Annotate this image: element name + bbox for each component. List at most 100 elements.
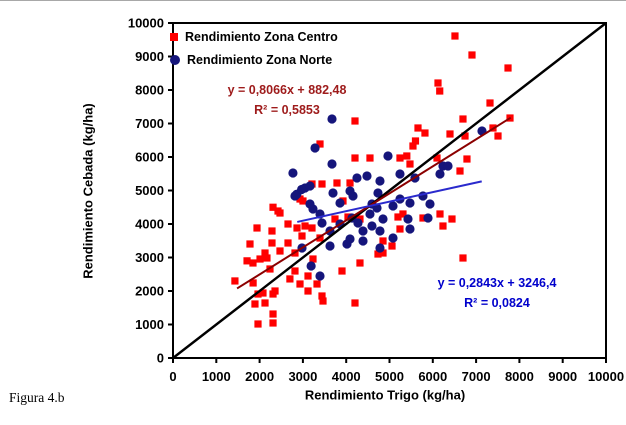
data-point-centro (409, 142, 417, 150)
data-point-centro (448, 215, 456, 223)
data-point-centro (269, 319, 277, 327)
data-point-norte (388, 233, 398, 243)
legend: Rendimiento Zona Centro Rendimiento Zona… (170, 25, 338, 71)
square-marker-icon (170, 32, 178, 41)
data-point-norte (310, 143, 320, 153)
data-point-centro (419, 214, 427, 222)
data-point-centro (254, 290, 262, 298)
data-point-norte (306, 261, 316, 271)
data-point-centro (263, 254, 271, 262)
y-tick-label: 4000 (135, 217, 164, 232)
data-point-centro (456, 167, 464, 175)
data-point-norte (353, 218, 363, 228)
y-tick-label: 9000 (135, 49, 164, 64)
data-point-centro (338, 267, 346, 275)
data-point-centro (356, 259, 364, 267)
data-point-centro (308, 224, 316, 232)
norte-equation-line: y = 0,2843x + 3246,4 (437, 276, 557, 290)
y-axis-title: Rendimiento Cebada (kg/ha) (80, 103, 96, 279)
data-point-centro (318, 292, 326, 300)
figure-caption: Figura 4.b (9, 390, 65, 405)
data-point-norte (305, 181, 315, 191)
data-point-centro (284, 239, 292, 247)
y-tick-label: 6000 (135, 150, 164, 165)
data-point-norte (352, 173, 362, 183)
x-tick-label: 9000 (548, 369, 577, 384)
data-point-norte (348, 191, 358, 201)
identity-line (172, 22, 607, 359)
data-point-centro (301, 222, 309, 230)
data-point-centro (468, 51, 476, 59)
x-tick-label: 10000 (588, 369, 624, 384)
data-point-centro (269, 203, 277, 211)
data-point-centro (436, 87, 444, 95)
data-point-centro (374, 250, 382, 258)
x-axis-title: Rendimiento Trigo (kg/ha) (304, 387, 466, 403)
legend-item-norte: Rendimiento Zona Norte (170, 48, 338, 71)
data-point-centro (351, 117, 359, 125)
data-point-norte (375, 243, 385, 253)
data-point-norte (405, 198, 415, 208)
x-tick-label: 6000 (418, 369, 447, 384)
data-point-centro (414, 124, 422, 132)
data-point-centro (293, 224, 301, 232)
data-point-norte (315, 271, 325, 281)
data-point-centro (403, 152, 411, 160)
x-tick-label: 7000 (462, 369, 491, 384)
data-point-norte (405, 224, 415, 234)
data-point-centro (284, 220, 292, 228)
data-point-norte (308, 204, 318, 214)
norte-trend-equation: y = 0,2843x + 3246,4 R² = 0,0824 (422, 273, 572, 313)
trend-centro (236, 116, 512, 290)
data-point-centro (254, 320, 262, 328)
data-point-centro (396, 154, 404, 162)
data-point-centro (351, 154, 359, 162)
data-point-centro (316, 234, 324, 242)
data-point-centro (421, 129, 429, 137)
data-point-norte (358, 226, 368, 236)
data-point-centro (331, 215, 339, 223)
y-tick-label: 5000 (135, 183, 164, 198)
data-point-centro (268, 227, 276, 235)
data-point-centro (346, 179, 354, 187)
data-point-centro (296, 280, 304, 288)
y-tick-label: 7000 (135, 116, 164, 131)
data-point-norte (423, 213, 433, 223)
data-point-centro (298, 232, 306, 240)
centro-r2-line: R² = 0,5853 (254, 103, 320, 117)
x-tick-label: 4000 (332, 369, 361, 384)
data-point-centro (313, 280, 321, 288)
y-tick-label: 1000 (135, 317, 164, 332)
data-point-centro (459, 115, 467, 123)
data-point-centro (504, 64, 512, 72)
data-point-norte (365, 209, 375, 219)
data-point-norte (335, 198, 345, 208)
legend-label-centro: Rendimiento Zona Centro (185, 29, 338, 44)
data-point-centro (319, 297, 327, 305)
x-tick-label: 1000 (202, 369, 231, 384)
x-tick-label: 8000 (505, 369, 534, 384)
data-point-centro (259, 289, 267, 297)
data-point-centro (261, 299, 269, 307)
norte-r2-line: R² = 0,0824 (464, 296, 530, 310)
data-point-centro (243, 257, 251, 265)
x-tick-label: 2000 (245, 369, 274, 384)
data-point-norte (435, 169, 445, 179)
data-point-norte (373, 188, 383, 198)
centro-trend-equation: y = 0,8066x + 882,48 R² = 0,5853 (212, 80, 362, 120)
data-point-centro (261, 249, 269, 257)
data-point-centro (304, 272, 312, 280)
data-point-centro (231, 277, 239, 285)
data-point-norte (327, 159, 337, 169)
y-tick-label: 3000 (135, 250, 164, 265)
data-point-norte (367, 221, 377, 231)
data-point-centro (463, 155, 471, 163)
data-point-centro (253, 224, 261, 232)
data-point-norte (362, 171, 372, 181)
data-point-centro (318, 180, 326, 188)
data-point-centro (299, 197, 307, 205)
data-point-centro (486, 99, 494, 107)
data-point-norte (395, 169, 405, 179)
legend-item-centro: Rendimiento Zona Centro (170, 25, 338, 48)
y-tick-label: 2000 (135, 284, 164, 299)
